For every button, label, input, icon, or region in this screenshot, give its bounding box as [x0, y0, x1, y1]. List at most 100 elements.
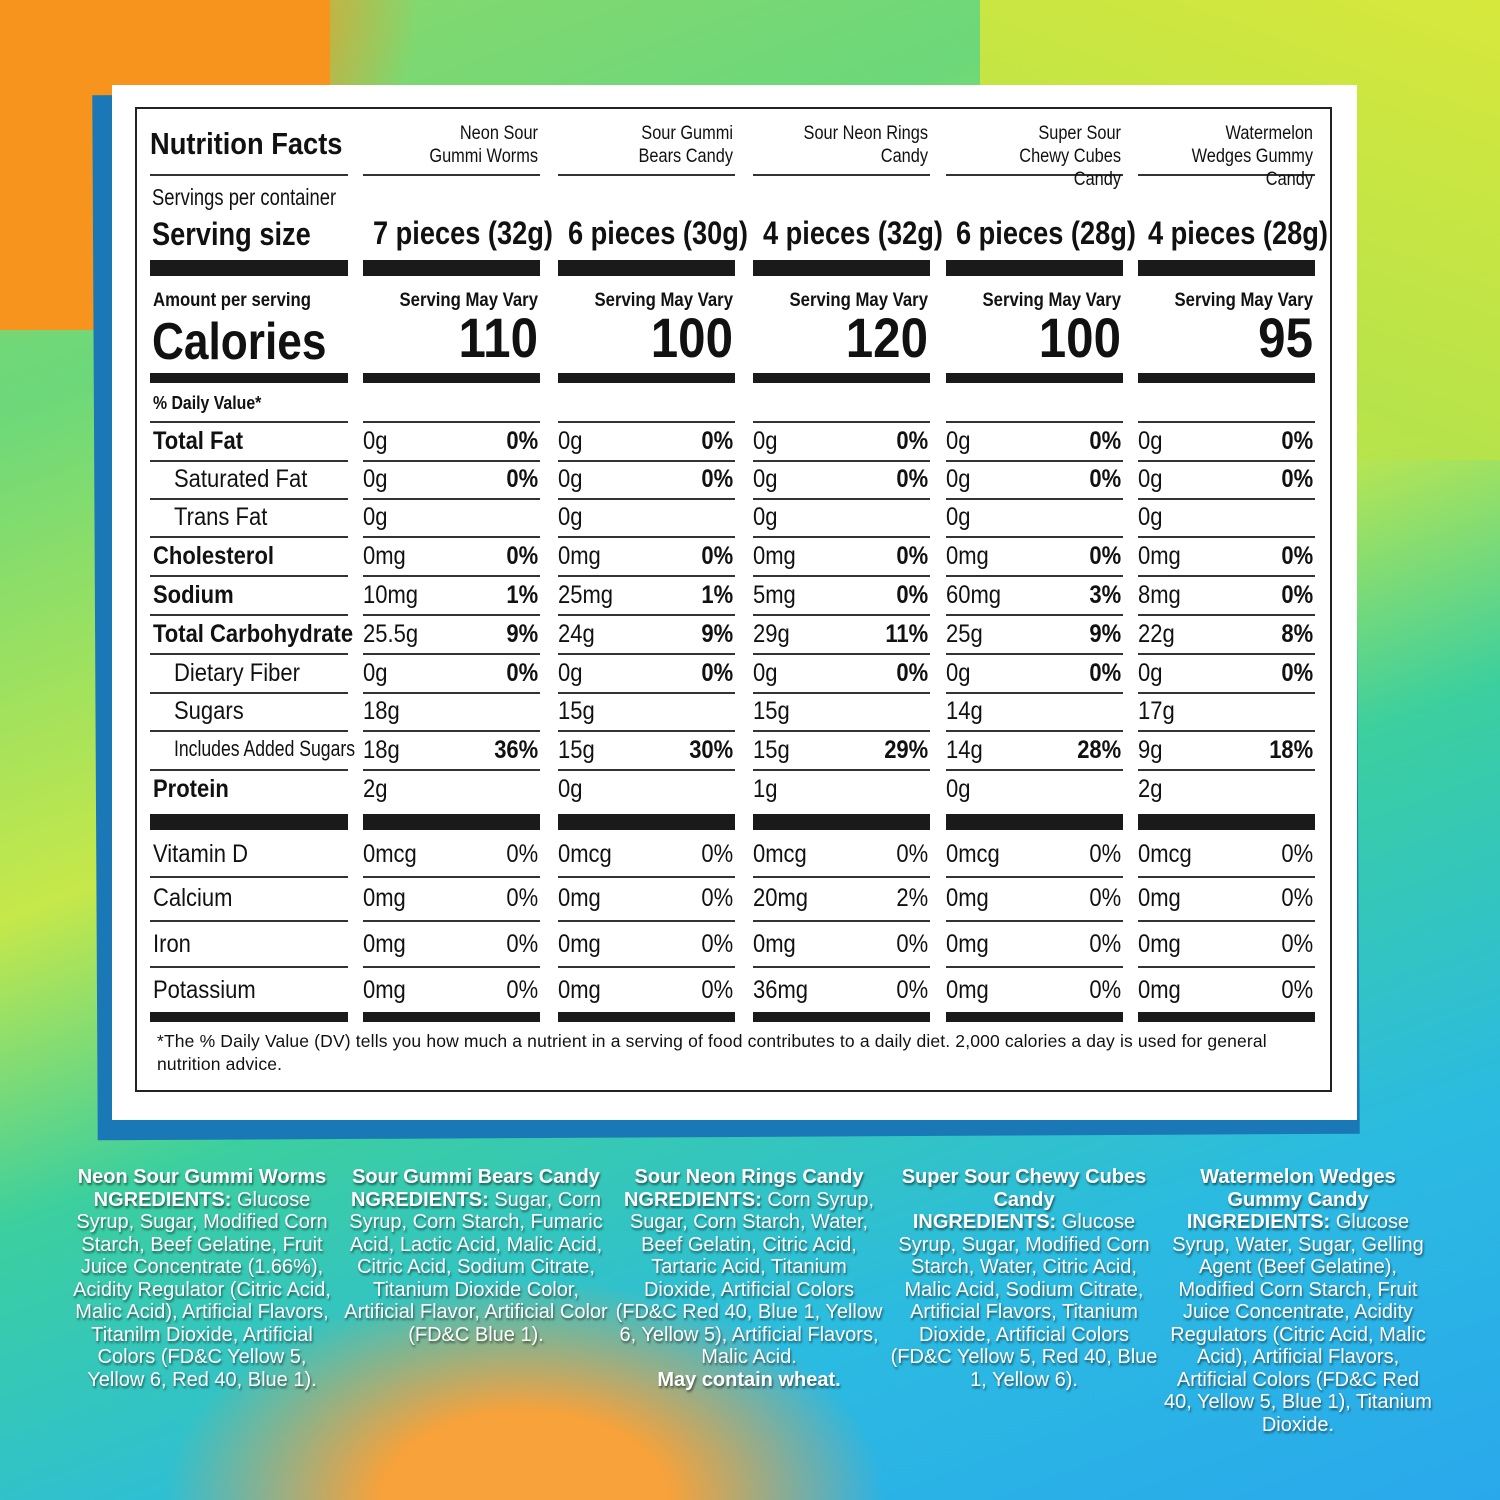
- divider: [150, 614, 348, 616]
- nutrient-label: Sodium: [153, 581, 234, 609]
- vitamin-percent: 0%: [1089, 840, 1122, 868]
- divider: [558, 460, 735, 462]
- vitamin-percent: 0%: [701, 930, 734, 958]
- divider: [363, 876, 540, 878]
- divider: [363, 174, 540, 176]
- vitamin-amount: 0mg: [363, 976, 406, 1004]
- nutrient-amount: 0g: [363, 427, 388, 455]
- ingredients-heading: NGREDIENTS:: [350, 1188, 489, 1211]
- vitamin-amount: 0mg: [1138, 976, 1181, 1004]
- divider: [946, 920, 1123, 922]
- vitamin-label: Vitamin D: [153, 840, 248, 868]
- divider: [150, 653, 348, 655]
- divider: [1138, 614, 1315, 616]
- nutrient-label: Protein: [153, 775, 229, 803]
- nutrient-percent: 30%: [689, 736, 734, 764]
- nutrient-amount: 0g: [1138, 659, 1163, 687]
- vitamin-amount: 0mg: [946, 930, 989, 958]
- vitamin-amount: 0mg: [1138, 884, 1181, 912]
- nutrient-amount: 1g: [753, 775, 778, 803]
- nutrient-percent: 0%: [1089, 427, 1122, 455]
- vitamin-amount: 0mg: [753, 930, 796, 958]
- divider: [753, 730, 930, 732]
- nutrient-percent: 36%: [494, 736, 539, 764]
- thick-divider: [150, 814, 348, 830]
- product-name: Sour Gummi Bears Candy: [638, 123, 733, 167]
- product-name: Sour Neon Rings Candy: [803, 123, 928, 167]
- nutrient-amount: 0g: [1138, 465, 1163, 493]
- product-name: Watermelon Wedges Gummy Candy: [1191, 123, 1313, 190]
- nutrient-amount: 0g: [946, 503, 971, 531]
- vitamin-percent: 0%: [701, 884, 734, 912]
- nutrient-percent: 11%: [885, 620, 929, 648]
- divider: [946, 769, 1123, 771]
- divider: [363, 966, 540, 968]
- medium-divider: [363, 1012, 540, 1022]
- nutrient-amount: 24g: [558, 620, 595, 648]
- nutrient-amount: 0g: [363, 659, 388, 687]
- divider: [946, 536, 1123, 538]
- vitamin-percent: 0%: [506, 884, 539, 912]
- divider: [150, 769, 348, 771]
- ingredients-block: Neon Sour Gummi Worms NGREDIENTS: Glucose…: [67, 1166, 337, 1391]
- medium-divider: [363, 373, 540, 383]
- serving-note: Serving May Vary: [1174, 290, 1313, 311]
- divider: [946, 421, 1123, 423]
- thick-divider: [753, 260, 930, 276]
- nutrient-amount: 0g: [558, 775, 583, 803]
- thick-divider: [1138, 260, 1315, 276]
- divider: [753, 536, 930, 538]
- vitamin-percent: 0%: [1281, 976, 1314, 1004]
- serving-size: 7 pieces (32g): [373, 215, 553, 251]
- nutrient-amount: 0g: [363, 465, 388, 493]
- ingredients-text: Glucose Syrup, Water, Sugar, Gelling Age…: [1164, 1211, 1432, 1436]
- nutrient-amount: 0g: [558, 427, 583, 455]
- calories-value: 95: [1258, 306, 1313, 369]
- divider: [753, 692, 930, 694]
- calories-label: Calories: [152, 313, 327, 371]
- divider: [753, 876, 930, 878]
- divider: [1138, 876, 1315, 878]
- divider: [1138, 769, 1315, 771]
- serving-size: 6 pieces (30g): [568, 215, 748, 251]
- nutrient-percent: 0%: [896, 542, 929, 570]
- nutrient-percent: 28%: [1077, 736, 1122, 764]
- vitamin-percent: 0%: [701, 840, 734, 868]
- divider: [150, 876, 348, 878]
- nutrient-percent: 0%: [1089, 542, 1122, 570]
- calories-value: 100: [650, 306, 733, 369]
- vitamin-amount: 0mcg: [1138, 840, 1192, 868]
- thick-divider: [753, 814, 930, 830]
- nutrient-amount: 25.5g: [363, 620, 419, 648]
- ingredients-product-name: Watermelon Wedges Gummy Candy: [1200, 1166, 1396, 1211]
- medium-divider: [753, 373, 930, 383]
- serving-size: 6 pieces (28g): [956, 215, 1136, 251]
- nutrient-amount: 0g: [946, 465, 971, 493]
- divider: [363, 460, 540, 462]
- vitamin-label: Potassium: [153, 976, 256, 1004]
- thick-divider: [363, 814, 540, 830]
- divider: [1138, 421, 1315, 423]
- nutrient-percent: 9%: [506, 620, 539, 648]
- nutrient-amount: 9g: [1138, 736, 1163, 764]
- ingredients-text: Glucose Syrup, Sugar, Modified Corn Star…: [890, 1211, 1158, 1391]
- vitamin-amount: 0mg: [946, 976, 989, 1004]
- nutrient-amount: 14g: [946, 736, 983, 764]
- vitamin-amount: 0mcg: [753, 840, 807, 868]
- divider: [753, 498, 930, 500]
- thick-divider: [558, 814, 735, 830]
- nutrient-percent: 0%: [1281, 581, 1314, 609]
- divider: [946, 498, 1123, 500]
- ingredients-text: Sugar, Corn Syrup, Corn Starch, Fumaric …: [344, 1188, 608, 1346]
- divider: [946, 575, 1123, 577]
- nutrient-amount: 17g: [1138, 697, 1175, 725]
- divider: [753, 174, 930, 176]
- nutrient-percent: 0%: [896, 659, 929, 687]
- divider: [363, 575, 540, 577]
- vitamin-amount: 0mg: [1138, 930, 1181, 958]
- divider: [558, 653, 735, 655]
- nutrient-amount: 0g: [946, 775, 971, 803]
- nutrient-amount: 29g: [753, 620, 790, 648]
- divider: [363, 920, 540, 922]
- nutrient-label: Cholesterol: [153, 542, 275, 570]
